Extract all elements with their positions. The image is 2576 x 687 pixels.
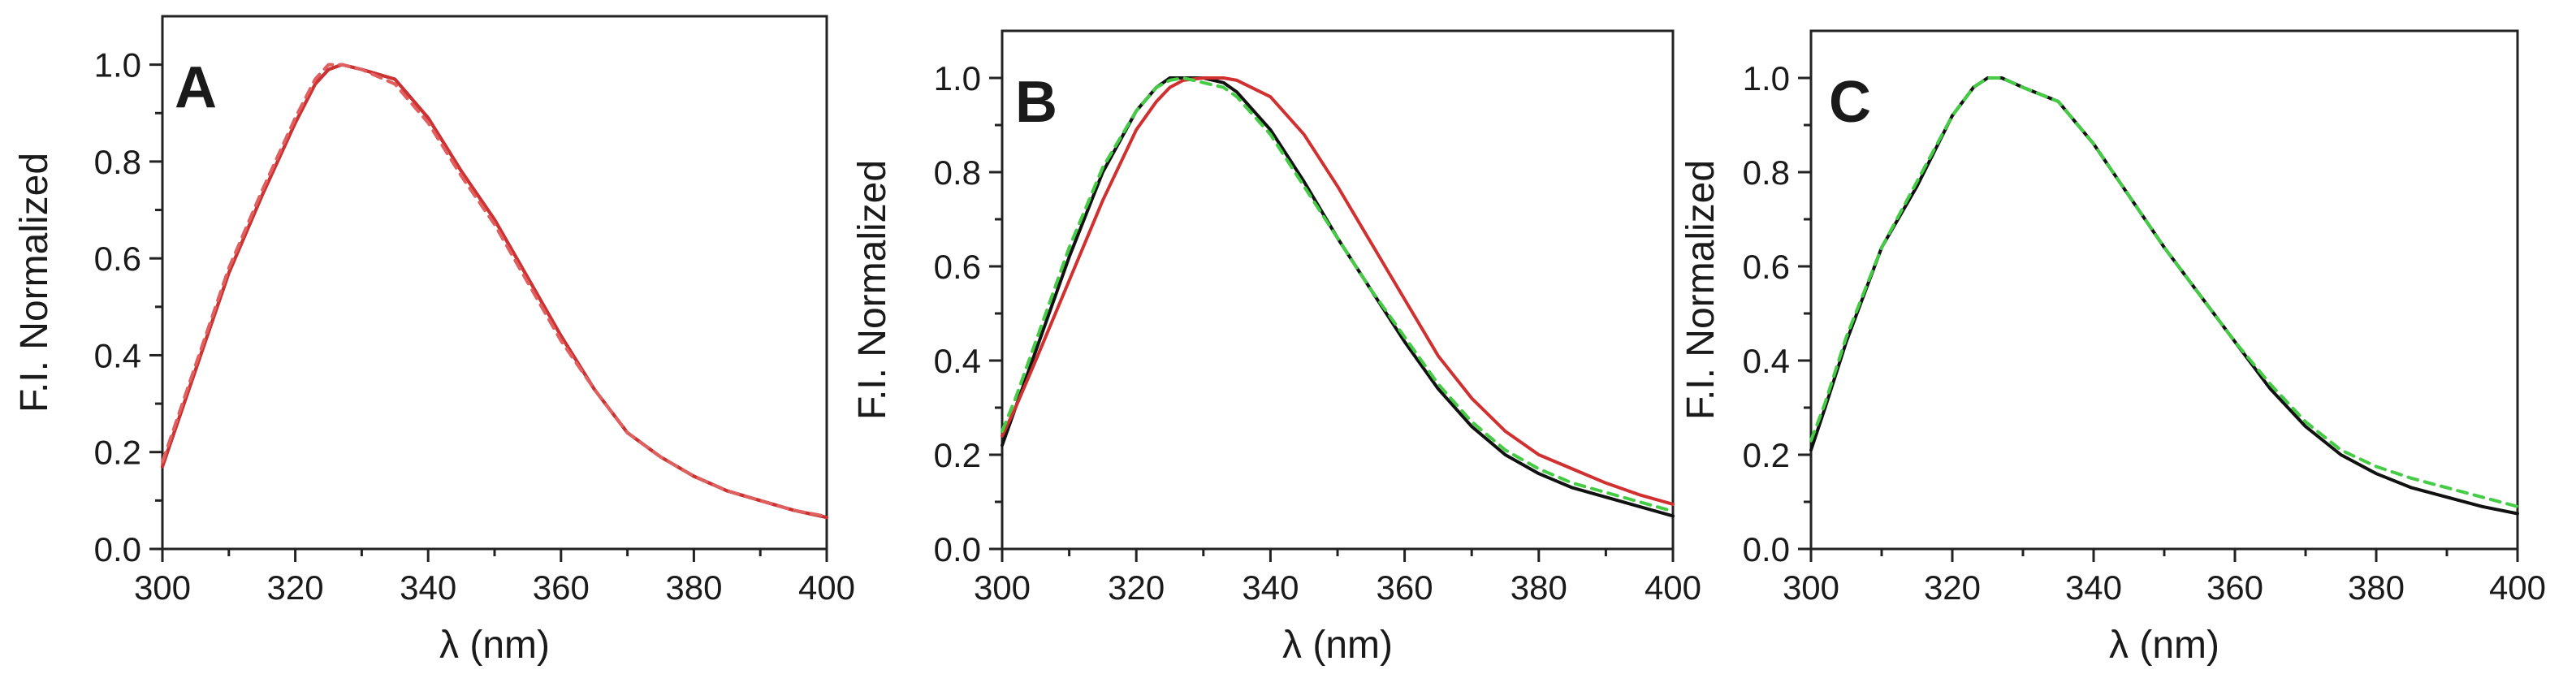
plot-frame <box>1001 29 1675 551</box>
panel-letter: A <box>175 55 217 120</box>
y-tick-label: 0.6 <box>1743 248 1790 286</box>
y-tick-label: 0.8 <box>1743 153 1790 192</box>
x-tick-label: 300 <box>1783 568 1839 607</box>
panel-c: 300 320 340 360 380 400 0.0 0.2 0.4 0.6 0.8 1.0 λ (n… <box>1679 29 2546 667</box>
y-tick-label: 1.0 <box>94 46 141 84</box>
plot-frame <box>1809 29 2519 551</box>
series-line-red-dashed <box>161 63 828 518</box>
y-tick-label: 0.0 <box>1743 530 1790 568</box>
series-line-red <box>161 63 828 520</box>
x-tick-label: 300 <box>134 568 191 607</box>
series-line-black <box>1809 76 2519 516</box>
x-tick-label: 300 <box>974 568 1031 607</box>
x-tick-label: 400 <box>1645 568 1701 607</box>
panel-letter: B <box>1015 70 1057 135</box>
x-axis-label: λ (nm) <box>439 624 550 667</box>
y-tick-label: 0.0 <box>934 530 981 568</box>
y-tick-label: 0.8 <box>94 143 141 181</box>
y-axis-label: F.I. Normalized <box>13 153 56 413</box>
x-tick-label: 340 <box>2065 568 2122 607</box>
panel-letter: C <box>1829 70 1871 135</box>
y-tick-label: 0.2 <box>94 434 141 472</box>
y-tick-label: 1.0 <box>1743 59 1790 97</box>
y-tick-label: 0.4 <box>934 342 981 380</box>
y-tick-label: 0.6 <box>94 240 141 278</box>
x-tick-label: 400 <box>798 568 855 607</box>
y-tick-label: 0.0 <box>94 530 141 568</box>
series-line-black <box>1001 76 1675 518</box>
y-axis-label: F.I. Normalized <box>851 160 894 420</box>
x-tick-label: 380 <box>2348 568 2405 607</box>
x-tick-label: 360 <box>1377 568 1433 607</box>
y-tick-label: 0.8 <box>934 153 981 192</box>
x-tick-label: 320 <box>267 568 324 607</box>
x-axis-label: λ (nm) <box>2109 624 2219 667</box>
x-tick-label: 340 <box>1242 568 1299 607</box>
plot-frame <box>161 15 828 551</box>
series-line-green-dashed <box>1809 76 2519 508</box>
y-axis-label: F.I. Normalized <box>1679 160 1722 420</box>
x-tick-label: 320 <box>1108 568 1165 607</box>
panel-a: 300 320 340 360 380 400 0.0 0.2 0.4 0.6 0.8 1.0 λ (n… <box>13 15 855 667</box>
y-tick-label: 0.4 <box>94 336 141 374</box>
x-tick-label: 360 <box>533 568 590 607</box>
y-tick-label: 0.6 <box>934 248 981 286</box>
x-tick-label: 320 <box>1924 568 1981 607</box>
y-tick-label: 1.0 <box>934 59 981 97</box>
series-line-black <box>161 63 828 520</box>
y-tick-label: 0.4 <box>1743 342 1790 380</box>
y-tick-label: 0.2 <box>934 436 981 474</box>
y-tick-label: 0.2 <box>1743 436 1790 474</box>
series-line-red <box>1001 76 1675 506</box>
x-tick-label: 360 <box>2206 568 2263 607</box>
x-tick-label: 380 <box>1511 568 1567 607</box>
x-tick-label: 400 <box>2489 568 2546 607</box>
series-line-green-dashed <box>1001 76 1675 513</box>
x-tick-label: 340 <box>400 568 456 607</box>
x-tick-label: 380 <box>665 568 722 607</box>
x-axis-label: λ (nm) <box>1282 624 1393 667</box>
panel-b: 300 320 340 360 380 400 0.0 0.2 0.4 0.6 0.8 1.0 λ (n… <box>851 29 1701 667</box>
